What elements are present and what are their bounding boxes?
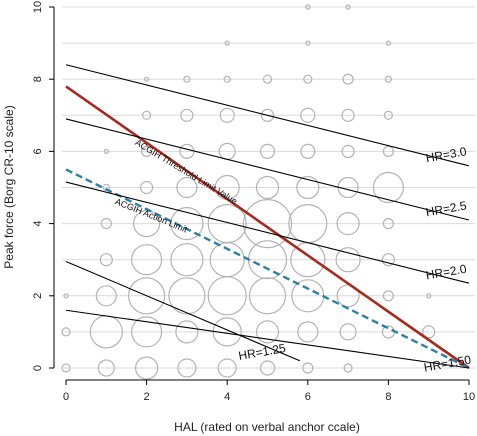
data-bubble — [300, 143, 316, 159]
y-tick-label: 6 — [32, 148, 44, 154]
data-bubble — [61, 327, 71, 337]
data-bubble — [372, 171, 404, 204]
y-tick-label: 8 — [32, 76, 44, 82]
annotation-label: HR=3.0 — [425, 144, 468, 165]
data-bubble — [141, 145, 153, 157]
line-action — [65, 168, 470, 370]
annotation-label: HR=2.0 — [425, 262, 468, 283]
line-hr-3-0 — [65, 64, 470, 167]
annotation-label: HR=1.50 — [423, 352, 473, 374]
data-bubble — [175, 320, 199, 344]
x-tick-label: 8 — [385, 391, 391, 403]
annotation-label: HR=1.25 — [237, 341, 287, 363]
data-bubble — [212, 317, 242, 347]
x-tick-label: 4 — [224, 391, 230, 403]
data-bubble — [223, 75, 231, 83]
data-bubble — [242, 199, 293, 249]
data-bubble — [336, 212, 360, 236]
y-axis-title: Peak force (Borg CR-10 scale) — [2, 105, 16, 268]
data-bubble — [382, 290, 394, 302]
data-bubble — [100, 218, 112, 230]
data-bubble — [255, 175, 280, 200]
data-bubble — [144, 76, 150, 82]
data-bubble — [103, 148, 109, 154]
data-bubble — [180, 108, 194, 122]
data-bubble — [135, 356, 159, 380]
x-tick-label: 0 — [63, 391, 69, 403]
data-bubble — [140, 180, 154, 195]
limit-lines — [65, 64, 470, 370]
bubbles — [61, 4, 436, 380]
data-bubble — [385, 40, 391, 46]
data-bubble — [63, 293, 69, 299]
line-hr-1-50 — [65, 309, 470, 369]
data-bubble — [296, 175, 320, 200]
data-bubble — [259, 143, 276, 159]
data-bubble — [302, 362, 314, 374]
x-axis-title: HAL (rated on verbal anchor ccale) — [174, 420, 360, 434]
data-bubble — [131, 316, 163, 348]
data-bubble — [177, 358, 197, 378]
data-bubble — [168, 277, 206, 315]
data-bubble — [342, 73, 354, 85]
data-bubble — [339, 323, 357, 341]
data-bubble — [305, 40, 311, 46]
line-hr-2-0 — [65, 181, 470, 284]
y-tick-label: 2 — [32, 293, 44, 299]
data-bubble — [335, 247, 361, 273]
data-bubble — [170, 207, 204, 241]
data-bubble — [341, 108, 355, 122]
annotation-label: ACGIH Threshold Limit Value — [133, 137, 239, 206]
x-tick-label: 2 — [144, 391, 150, 403]
data-bubble — [217, 358, 237, 378]
data-bubble — [255, 320, 280, 344]
data-bubble — [248, 277, 287, 315]
line-hr-1-25 — [65, 260, 300, 362]
data-bubble — [260, 108, 275, 122]
data-bubble — [303, 74, 313, 84]
data-bubble — [176, 176, 198, 199]
y-tick-label: 0 — [32, 365, 44, 371]
axes: 0 2 4 6 8 10 0 2 4 6 8 10 — [32, 1, 475, 403]
data-bubble — [128, 277, 166, 315]
line-tlv — [65, 85, 470, 370]
data-bubble — [61, 363, 71, 373]
data-bubble — [305, 4, 311, 10]
data-bubble — [259, 360, 276, 376]
data-bubble — [426, 293, 432, 299]
data-bubble — [142, 110, 152, 120]
y-tick-label: 10 — [32, 1, 44, 13]
x-tick-label: 10 — [463, 391, 475, 403]
x-tick-label: 6 — [305, 391, 311, 403]
data-bubble — [384, 75, 392, 83]
line-hr-2-5 — [65, 118, 470, 221]
data-bubble — [262, 74, 273, 84]
annotation-label: HR=2.5 — [425, 198, 468, 219]
data-bubble — [131, 244, 163, 276]
data-bubble — [207, 204, 247, 244]
data-bubble — [382, 145, 394, 157]
data-bubble — [343, 363, 353, 373]
y-tick-label: 4 — [32, 221, 44, 227]
data-bubble — [341, 144, 355, 158]
data-bubble — [297, 321, 319, 343]
data-bubble — [133, 210, 161, 238]
data-bubble — [300, 107, 316, 123]
annotation-label: ACGIH Action Limit — [114, 196, 190, 234]
data-bubble — [382, 218, 394, 230]
data-bubble — [99, 253, 113, 267]
data-bubble — [422, 325, 436, 339]
data-bubble — [97, 359, 115, 377]
data-bubble — [183, 75, 191, 83]
data-bubble — [170, 243, 204, 277]
data-bubble — [383, 110, 393, 120]
data-bubble — [345, 4, 351, 10]
data-bubble — [95, 285, 117, 307]
data-bubble — [224, 40, 230, 46]
data-bubble — [219, 107, 235, 123]
grid-lines — [62, 6, 475, 369]
data-bubble — [381, 253, 395, 267]
